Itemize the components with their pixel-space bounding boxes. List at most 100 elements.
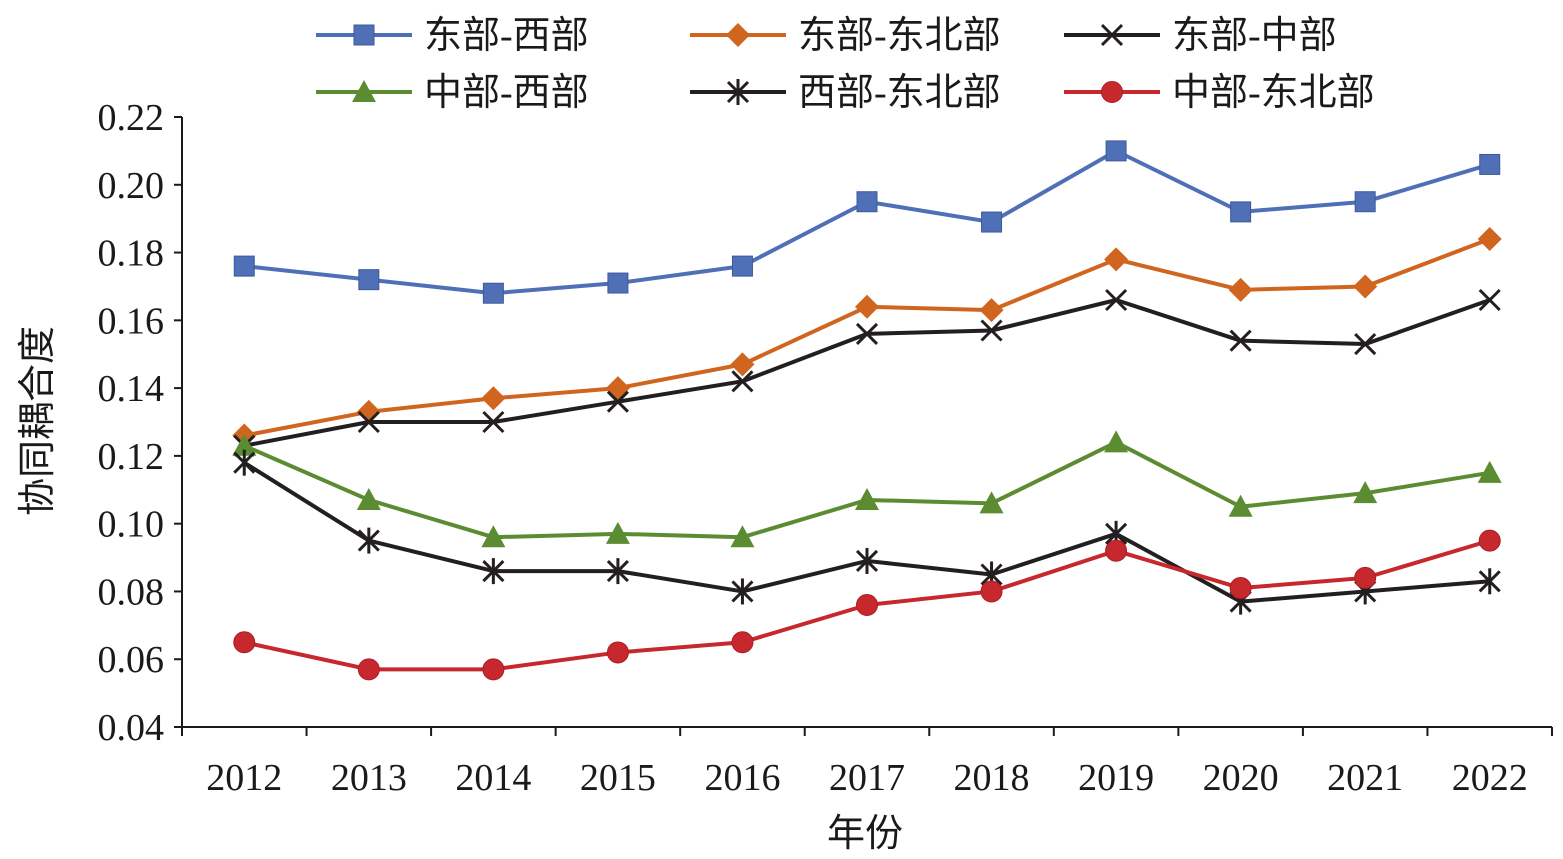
data-point (606, 558, 629, 585)
data-point (481, 525, 506, 548)
y-tick-label: 0.14 (98, 368, 165, 410)
data-point (1354, 191, 1376, 213)
x-axis-title: 年份 (827, 813, 903, 855)
series-6 (233, 529, 1501, 681)
data-point (1478, 568, 1501, 595)
data-point (606, 390, 629, 413)
x-tick-label: 2014 (455, 757, 531, 799)
legend-label: 中部-东北部 (1172, 72, 1375, 114)
data-point (1105, 288, 1128, 312)
data-point (731, 578, 754, 605)
data-point (730, 525, 755, 548)
x-tick-label: 2019 (1078, 757, 1154, 799)
y-tick-label: 0.06 (98, 639, 165, 681)
data-point (357, 527, 380, 554)
data-point (1104, 430, 1129, 453)
legend-label: 东部-中部 (1172, 15, 1337, 57)
legend-marker (353, 24, 375, 46)
data-point (731, 631, 754, 654)
series-line (243, 460, 1490, 604)
series-line (243, 298, 1491, 448)
y-tick-label: 0.20 (98, 165, 165, 207)
data-point (232, 433, 257, 456)
data-point (233, 631, 256, 654)
data-point (855, 294, 879, 319)
legend-label: 中部-西部 (424, 72, 589, 114)
legend-label: 西部-东北部 (798, 72, 1001, 114)
data-point (1354, 566, 1377, 589)
data-point (357, 658, 380, 681)
legend-item: 东部-东北部 (690, 15, 1001, 57)
series-2 (232, 227, 1502, 448)
data-point (481, 386, 506, 411)
y-tick-label: 0.10 (98, 504, 165, 546)
data-point (482, 410, 505, 434)
series-4 (232, 430, 1502, 548)
data-point (233, 255, 255, 277)
x-tick-label: 2016 (704, 757, 780, 799)
legend-label: 东部-西部 (424, 15, 589, 57)
data-point (980, 319, 1003, 342)
data-point (731, 255, 753, 277)
data-point (979, 491, 1004, 514)
x-tick-label: 2018 (954, 757, 1030, 799)
data-point (1105, 539, 1128, 562)
data-point (1229, 329, 1252, 352)
y-tick-label: 0.22 (98, 97, 165, 139)
data-point (1353, 481, 1378, 504)
data-point (482, 658, 505, 681)
y-tick-label: 0.18 (98, 233, 165, 275)
data-point (1478, 529, 1501, 552)
legend-item: 中部-东北部 (1064, 72, 1375, 114)
y-tick-label: 0.04 (98, 707, 165, 749)
data-point (730, 352, 755, 377)
data-point (606, 641, 629, 664)
data-point (233, 449, 256, 476)
series-1 (233, 140, 1501, 304)
legend-item: 东部-西部 (316, 15, 589, 57)
data-point (358, 269, 380, 291)
data-point (980, 580, 1003, 603)
x-tick-label: 2013 (331, 757, 407, 799)
legend-item: 西部-东北部 (690, 72, 1001, 114)
data-point (482, 282, 504, 304)
series-3 (233, 288, 1501, 457)
data-point (1228, 277, 1253, 302)
axes: 0.04 0.06 0.08 0.10 0.12 0.14 0.16 0.18 0.20 0.22… (98, 97, 1553, 799)
legend-item: 东部-中部 (1064, 15, 1337, 57)
legend-marker (1100, 23, 1124, 47)
data-point (1354, 332, 1377, 356)
y-tick-label: 0.16 (98, 300, 165, 342)
x-tick-label: 2020 (1203, 757, 1279, 799)
legend-item: 中部-西部 (316, 72, 589, 114)
data-point (855, 322, 879, 345)
legend-marker (726, 23, 750, 47)
data-point (1229, 577, 1252, 600)
data-point (482, 558, 505, 585)
series-line (243, 237, 1491, 438)
series-line (244, 148, 1491, 296)
x-tick-label: 2015 (580, 757, 656, 799)
data-point (731, 370, 754, 393)
data-point (605, 521, 630, 544)
x-tick-label: 2022 (1452, 757, 1528, 799)
data-point (1479, 153, 1501, 175)
legend-marker (1101, 81, 1123, 103)
data-point (1353, 274, 1378, 299)
series-layer (232, 140, 1502, 681)
data-point (605, 376, 630, 401)
legend-marker (352, 80, 376, 102)
data-point (856, 191, 878, 213)
x-tick-label: 2021 (1327, 757, 1403, 799)
data-point (1105, 140, 1127, 162)
y-tick-label: 0.12 (98, 436, 165, 478)
legend-label: 东部-东北部 (798, 15, 1001, 57)
data-point (357, 410, 380, 434)
data-point (1477, 460, 1502, 483)
y-axis-title: 协同耦合度 (17, 326, 59, 516)
data-point (855, 487, 879, 510)
data-point (1477, 227, 1502, 251)
data-point (855, 547, 879, 574)
